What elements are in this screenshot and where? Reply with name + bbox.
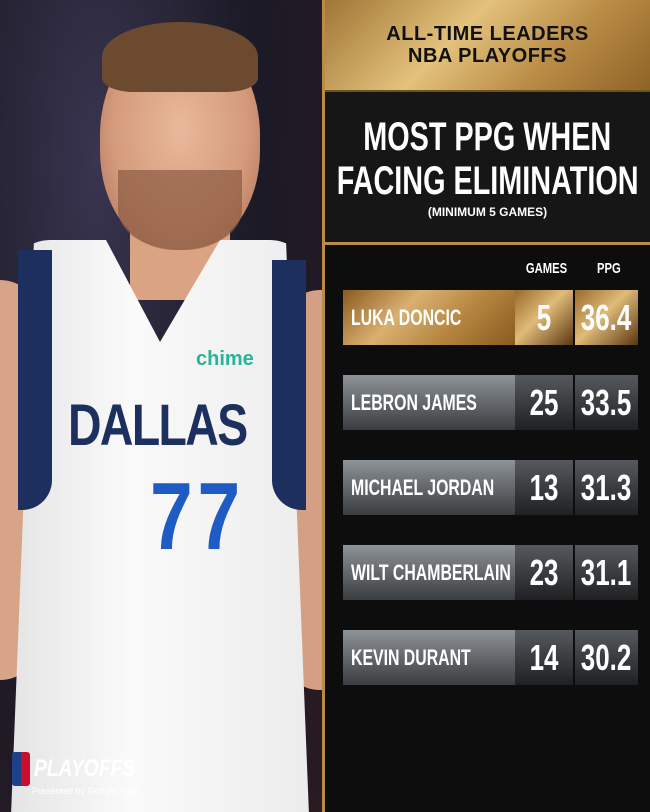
- table-row: MICHAEL JORDAN 13 31.3: [343, 460, 638, 515]
- table-row: LUKA DONCIC 5 36.4: [343, 290, 638, 345]
- hair: [102, 22, 258, 92]
- ppg-value: 31.1: [581, 551, 632, 593]
- player-name-cell: WILT CHAMBERLAIN: [343, 545, 515, 600]
- games-value: 13: [529, 466, 559, 508]
- ppg-cell: 36.4: [575, 290, 638, 345]
- games-value: 14: [529, 636, 559, 678]
- column-header-ppg: PPG: [596, 260, 621, 277]
- beard: [118, 170, 242, 250]
- subtitle: (MINIMUM 5 GAMES): [427, 205, 548, 219]
- header-line2: NBA PLAYOFFS: [408, 45, 567, 67]
- ppg-value: 33.5: [581, 381, 632, 423]
- jersey-number: 77: [150, 463, 246, 570]
- stats-panel: ALL-TIME LEADERS NBA PLAYOFFS MOST PPG W…: [322, 0, 650, 812]
- sponsor-text: Presented by Google Pixel: [32, 786, 139, 796]
- games-cell: 13: [515, 460, 573, 515]
- games-cell: 5: [515, 290, 573, 345]
- games-cell: 14: [515, 630, 573, 685]
- player-name-cell: LEBRON JAMES: [343, 375, 515, 430]
- player-name-cell: MICHAEL JORDAN: [343, 460, 515, 515]
- playoffs-logo: PLAYOFFS: [12, 752, 160, 786]
- column-header-games: GAMES: [525, 260, 568, 277]
- player-name-cell: LUKA DONCIC: [343, 290, 515, 345]
- player-name: MICHAEL JORDAN: [351, 474, 495, 500]
- table-row: KEVIN DURANT 14 30.2: [343, 630, 638, 685]
- player-name: WILT CHAMBERLAIN: [351, 559, 511, 585]
- nba-logo-icon: [12, 752, 30, 786]
- title-block: MOST PPG WHEN FACING ELIMINATION (MINIMU…: [325, 90, 650, 245]
- table-row: LEBRON JAMES 25 33.5: [343, 375, 638, 430]
- jersey-team: DALLAS: [68, 393, 248, 458]
- player-photo: chime DALLAS 77 PLAYOFFS Presented by Go…: [0, 0, 322, 812]
- games-value: 25: [529, 381, 559, 423]
- ppg-value: 31.3: [581, 466, 632, 508]
- table-row: WILT CHAMBERLAIN 23 31.1: [343, 545, 638, 600]
- games-cell: 25: [515, 375, 573, 430]
- games-value: 5: [536, 296, 552, 338]
- jersey-trim: [18, 250, 52, 510]
- player-name: LUKA DONCIC: [351, 304, 462, 330]
- ppg-cell: 33.5: [575, 375, 638, 430]
- player-name-cell: KEVIN DURANT: [343, 630, 515, 685]
- title-line1: MOST PPG WHEN: [363, 115, 612, 159]
- ppg-value: 30.2: [581, 636, 632, 678]
- title-line2: FACING ELIMINATION: [336, 159, 639, 203]
- games-cell: 23: [515, 545, 573, 600]
- player-name: LEBRON JAMES: [351, 389, 477, 415]
- ppg-cell: 31.1: [575, 545, 638, 600]
- header-banner: ALL-TIME LEADERS NBA PLAYOFFS: [325, 0, 650, 90]
- jersey-sponsor: chime: [196, 348, 254, 370]
- player-name: KEVIN DURANT: [351, 644, 471, 670]
- games-value: 23: [529, 551, 559, 593]
- jersey-trim: [272, 260, 306, 510]
- playoffs-logo-text: PLAYOFFS: [34, 755, 135, 782]
- ppg-cell: 31.3: [575, 460, 638, 515]
- ppg-cell: 30.2: [575, 630, 638, 685]
- header-line1: ALL-TIME LEADERS: [386, 23, 589, 45]
- ppg-value: 36.4: [581, 296, 632, 338]
